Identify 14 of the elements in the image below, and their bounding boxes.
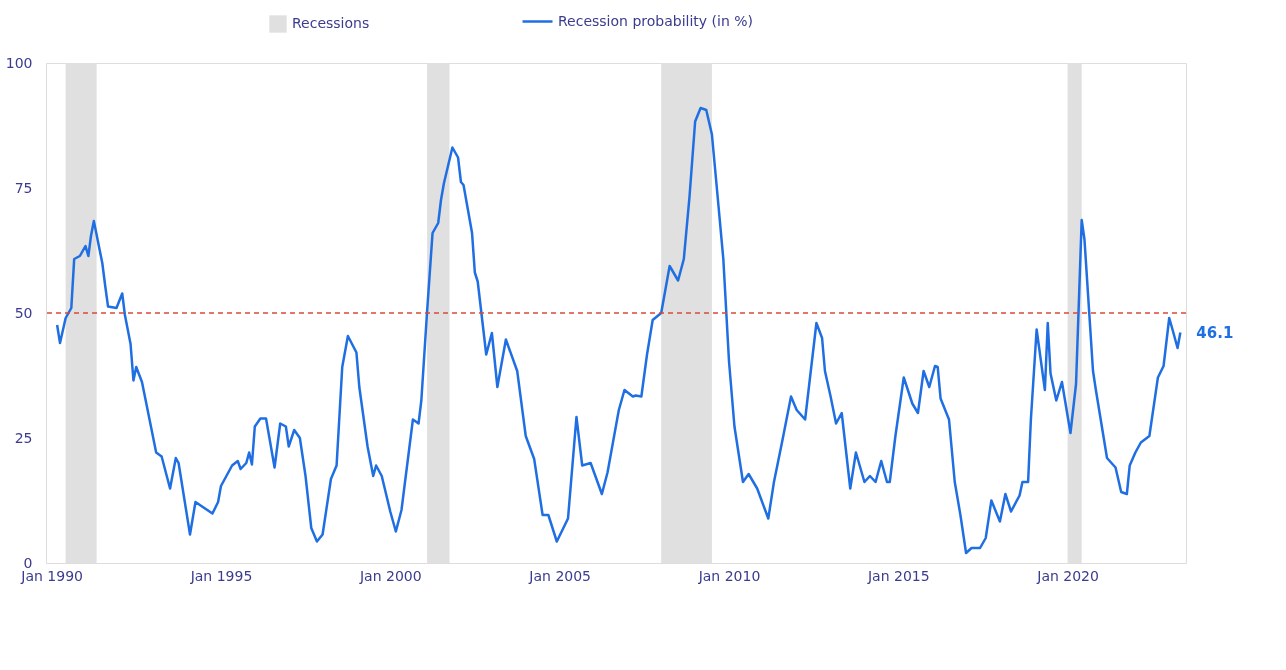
legend-label: Recession probability (in %) bbox=[558, 12, 753, 29]
x-tick-label: Jan 2000 bbox=[358, 567, 422, 584]
y-tick-label: 75 bbox=[14, 179, 33, 196]
x-tick-label: Jan 2020 bbox=[1036, 567, 1099, 584]
x-tick-label: Jan 2015 bbox=[866, 567, 930, 584]
x-tick-label: Jan 1995 bbox=[189, 567, 253, 584]
y-tick-label: 50 bbox=[14, 304, 33, 321]
x-tick-label: Jan 2005 bbox=[528, 567, 592, 584]
y-tick-label: 25 bbox=[14, 429, 33, 446]
annotation: 46.1 bbox=[1196, 323, 1234, 342]
x-tick-label: Jan 2010 bbox=[697, 567, 761, 584]
line-series bbox=[55, 106, 1182, 555]
y-tick-label: 100 bbox=[5, 54, 33, 71]
legend-label: Recessions bbox=[292, 15, 370, 31]
